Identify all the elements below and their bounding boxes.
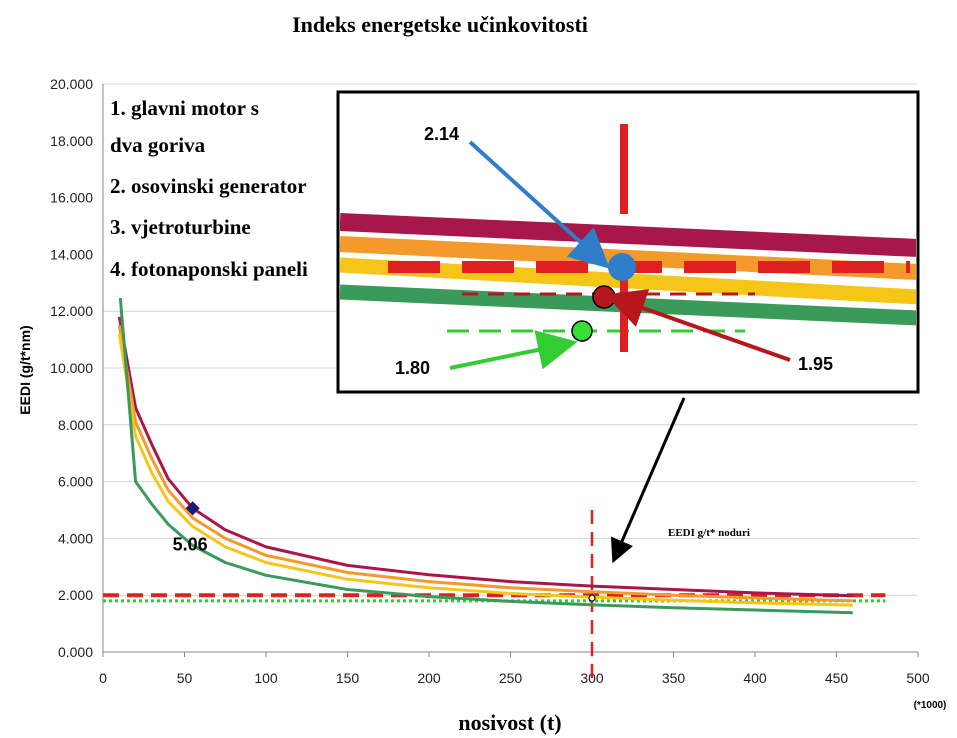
- y-tick-label: 2.000: [58, 587, 93, 603]
- y-tick-label: 0.000: [58, 644, 93, 660]
- inset-zoom: 2.14 1.95 1.80: [336, 90, 920, 394]
- series-lines: [117, 285, 853, 615]
- y-tick-label: 8.000: [58, 417, 93, 433]
- y-tick-label: 18.000: [50, 133, 93, 149]
- inset-point-green: [571, 320, 593, 342]
- chart-title: Indeks energetske učinkovitosti: [292, 12, 588, 37]
- inset-point-blue: [608, 253, 636, 281]
- series-line-3: [117, 333, 853, 607]
- inset-arrow-green: [449, 330, 578, 370]
- x-axis-unit: (*1000): [914, 700, 947, 711]
- series-line-4: [117, 285, 853, 615]
- marker-group: 5.06: [173, 501, 596, 602]
- x-tick-label: 450: [825, 670, 849, 686]
- y-axis-label: EEDI (g/t*nm): [17, 325, 33, 414]
- intersection-point: [588, 594, 596, 602]
- legend-item-1b: dva goriva: [110, 133, 206, 157]
- x-tick-label: 150: [336, 670, 360, 686]
- zoom-arrow: [610, 397, 686, 564]
- x-tick-label: 250: [499, 670, 523, 686]
- inset-arrow-blue: [468, 140, 610, 269]
- marker-diamond: [185, 501, 200, 516]
- y-tick-label: 20.000: [50, 76, 93, 92]
- series-line-2: [117, 325, 853, 603]
- legend-item-3: 3. vjetroturbine: [110, 215, 251, 239]
- y-tick-label: 10.000: [50, 360, 93, 376]
- inset-point-darkred: [592, 285, 616, 309]
- x-tick-label: 400: [743, 670, 767, 686]
- inset-label-2: 1.95: [798, 354, 833, 374]
- x-tick-label: 500: [906, 670, 930, 686]
- eedi-limit-label: EEDI g/t* noduri: [668, 527, 750, 539]
- x-tick-label: 0: [99, 670, 107, 686]
- legend-item-4: 4. fotonaponski paneli: [110, 257, 308, 281]
- y-tick-label: 4.000: [58, 530, 93, 546]
- inset-arrow-darkred: [604, 289, 791, 362]
- inset-label-1: 2.14: [424, 124, 459, 144]
- marker-label: 5.06: [173, 534, 208, 554]
- x-axis-ticks: 050100150200250300350400450500: [99, 652, 930, 686]
- x-tick-label: 200: [417, 670, 441, 686]
- y-tick-label: 6.000: [58, 474, 93, 490]
- y-tick-label: 12.000: [50, 303, 93, 319]
- x-tick-label: 350: [662, 670, 686, 686]
- y-axis-ticks: 0.000 2.000 4.000 6.000 8.000 10.000 12.000 14.…: [50, 76, 93, 660]
- inset-label-3: 1.80: [395, 358, 430, 378]
- y-tick-label: 16.000: [50, 190, 93, 206]
- x-tick-label: 50: [177, 670, 193, 686]
- x-axis-label: nosivost (t): [458, 710, 561, 735]
- legend-item-1: 1. glavni motor s: [110, 96, 259, 120]
- x-tick-label: 100: [254, 670, 278, 686]
- inset-band-1: [340, 213, 916, 257]
- y-tick-label: 14.000: [50, 246, 93, 262]
- series-line-1: [117, 316, 853, 598]
- legend-item-2: 2. osovinski generator: [110, 174, 307, 198]
